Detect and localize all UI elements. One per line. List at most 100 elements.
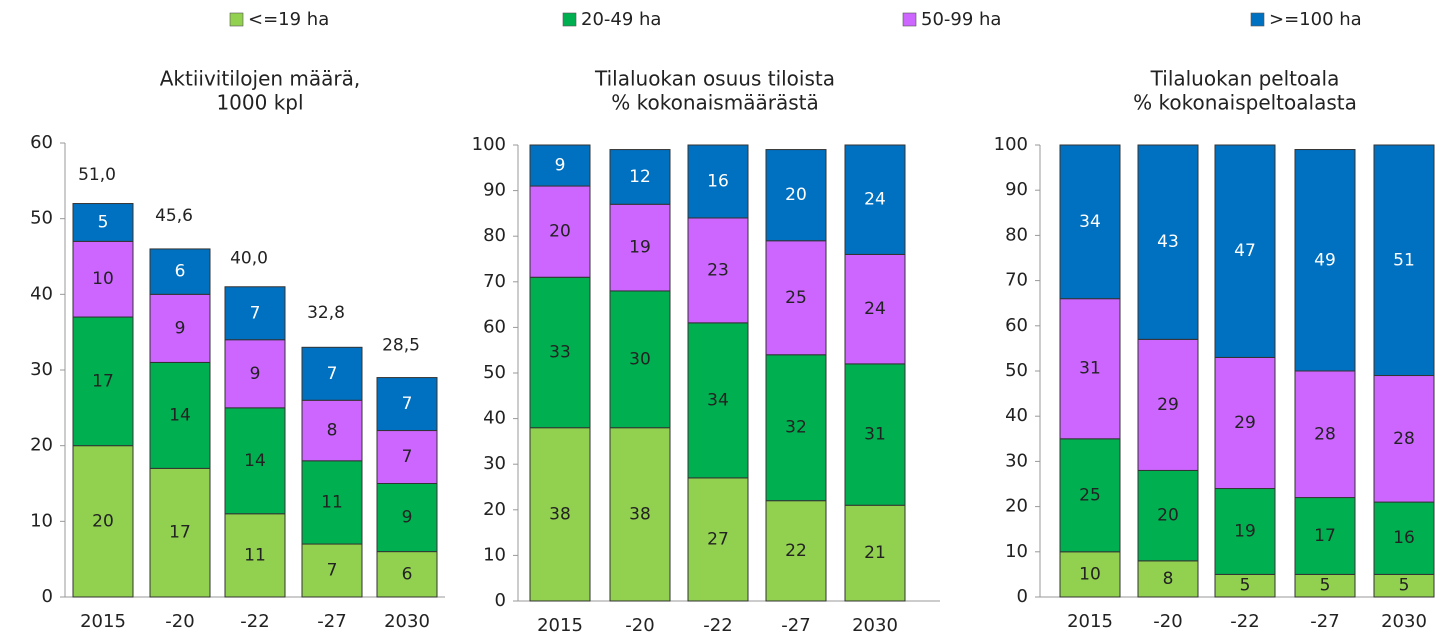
bar-segment [224,513,286,598]
bar-segment [687,144,749,219]
y-tick-label: 60 [483,316,506,337]
bar-segment [765,354,827,502]
bar-segment [1294,149,1356,372]
bar-segment [1137,469,1199,562]
y-tick-label: 70 [1005,270,1028,291]
bar-segment [1373,501,1435,575]
data-label: 16 [1393,528,1415,548]
data-label: 7 [327,364,338,384]
bar-segment [1294,370,1356,499]
data-label: 30 [629,349,651,369]
chart-title: Tilaluokan peltoala [1150,67,1340,91]
data-label: 29 [1234,413,1256,433]
y-tick-label: 50 [483,362,506,383]
data-label: 6 [175,262,186,282]
bar-segment [1137,144,1199,340]
data-label: 7 [250,303,261,323]
bar-segment [72,240,134,318]
data-label: 17 [1314,526,1336,546]
bar-segment [529,185,591,278]
y-tick-label: 10 [1005,541,1028,562]
bar-segment [529,144,591,187]
data-label: 17 [169,523,191,543]
y-tick-label: 90 [483,180,506,201]
bar-segment [687,322,749,479]
data-label: 31 [1079,359,1101,379]
bar-segment [376,551,438,598]
x-tick-label: -27 [1310,611,1339,632]
y-tick-label: 60 [1005,315,1028,336]
data-label: 19 [629,238,651,258]
legend-swatch [902,12,917,27]
y-tick-label: 30 [1005,450,1028,471]
bar-segment [1214,144,1276,358]
y-tick-label: 100 [472,134,506,155]
x-tick-label: -20 [165,611,194,632]
data-label: 24 [864,190,886,210]
bar-segment [301,460,363,545]
bar-segment [1059,298,1121,440]
x-tick-label: 2015 [1067,611,1113,632]
data-label: 27 [707,529,729,549]
bar-segment [72,445,134,598]
data-label: 5 [1320,576,1331,596]
chart-title: Aktiivitilojen määrä, [160,67,361,91]
y-tick-label: 0 [1017,586,1028,607]
data-label: 20 [92,511,114,531]
bar-segment [1373,375,1435,503]
y-tick-label: 90 [1005,179,1028,200]
bar-segment [149,467,211,598]
data-label: 29 [1157,395,1179,415]
data-label: 6 [402,564,413,584]
data-label: 23 [707,260,729,280]
data-label: 8 [327,421,338,441]
data-label: 10 [1079,564,1101,584]
data-label: 5 [1240,576,1251,596]
data-label: 12 [629,167,651,187]
bar-segment [1214,356,1276,490]
bar-segment [687,217,749,324]
bar-segment [1373,144,1435,377]
data-label: 7 [402,447,413,467]
data-label: 11 [321,492,343,512]
data-label: 9 [555,156,566,176]
data-label: 10 [92,269,114,289]
data-label: 25 [1079,485,1101,505]
data-label: 14 [169,405,191,425]
data-label: 5 [1399,576,1410,596]
data-label: 31 [864,425,886,445]
data-label: 28 [1393,429,1415,449]
y-tick-label: 10 [30,510,53,531]
y-tick-label: 40 [483,408,506,429]
data-label: 33 [549,342,571,362]
legend-label: >=100 ha [1269,9,1362,30]
bar-segment [301,346,363,401]
data-label: 34 [1079,212,1101,232]
bar-segment [765,240,827,356]
bar-segment [376,430,438,484]
data-label: 9 [250,364,261,384]
y-tick-label: 80 [1005,224,1028,245]
bar-segment [301,399,363,462]
y-tick-label: 40 [1005,405,1028,426]
total-label: 51,0 [78,165,116,185]
data-label: 38 [629,504,651,524]
x-tick-label: -27 [781,615,810,635]
x-tick-label: 2015 [80,611,126,632]
bar-segment [844,504,906,602]
total-label: 28,5 [382,335,420,355]
bar-segment [72,203,134,242]
bar-segment [72,316,134,447]
legend-swatch [562,12,577,27]
data-label: 51 [1393,250,1415,270]
data-label: 25 [785,288,807,308]
data-label: 20 [785,185,807,205]
data-label: 49 [1314,250,1336,270]
legend-label: 50-99 ha [921,9,1001,30]
data-label: 47 [1234,241,1256,261]
data-label: 19 [1234,521,1256,541]
y-tick-label: 20 [483,499,506,520]
x-tick-label: 2030 [852,615,898,635]
bar-segment [224,407,286,515]
bar-segment [529,427,591,602]
